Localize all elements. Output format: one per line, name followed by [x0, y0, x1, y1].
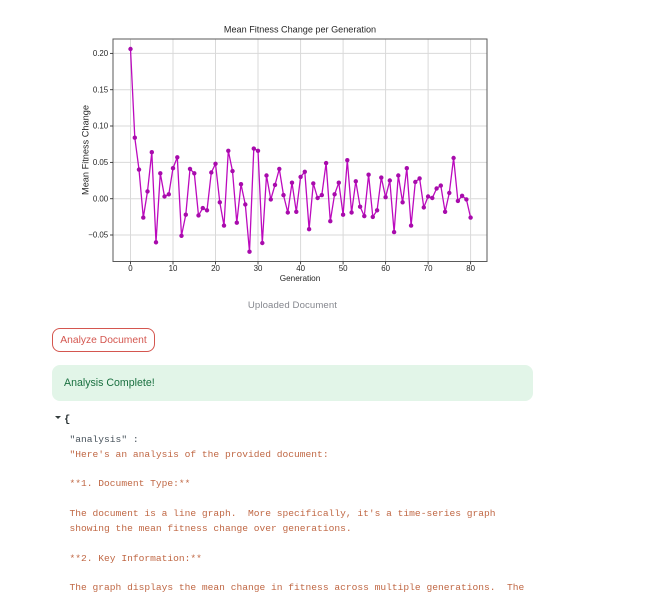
svg-text:0.10: 0.10 — [93, 122, 109, 131]
svg-text:80: 80 — [466, 264, 475, 273]
svg-text:0.05: 0.05 — [93, 158, 109, 167]
svg-text:30: 30 — [254, 264, 263, 273]
svg-text:Mean Fitness Change: Mean Fitness Change — [81, 105, 91, 195]
svg-text:20: 20 — [211, 264, 220, 273]
svg-text:Generation: Generation — [280, 274, 321, 283]
svg-text:70: 70 — [424, 264, 433, 273]
svg-text:0.00: 0.00 — [93, 194, 109, 203]
svg-text:60: 60 — [381, 264, 390, 273]
svg-text:Mean Fitness Change per Genera: Mean Fitness Change per Generation — [224, 25, 376, 35]
svg-text:0.20: 0.20 — [93, 49, 109, 58]
svg-text:40: 40 — [296, 264, 305, 273]
svg-text:50: 50 — [339, 264, 348, 273]
svg-text:0: 0 — [128, 264, 133, 273]
svg-text:10: 10 — [169, 264, 178, 273]
svg-text:−0.05: −0.05 — [88, 231, 109, 240]
svg-text:0.15: 0.15 — [93, 85, 109, 94]
